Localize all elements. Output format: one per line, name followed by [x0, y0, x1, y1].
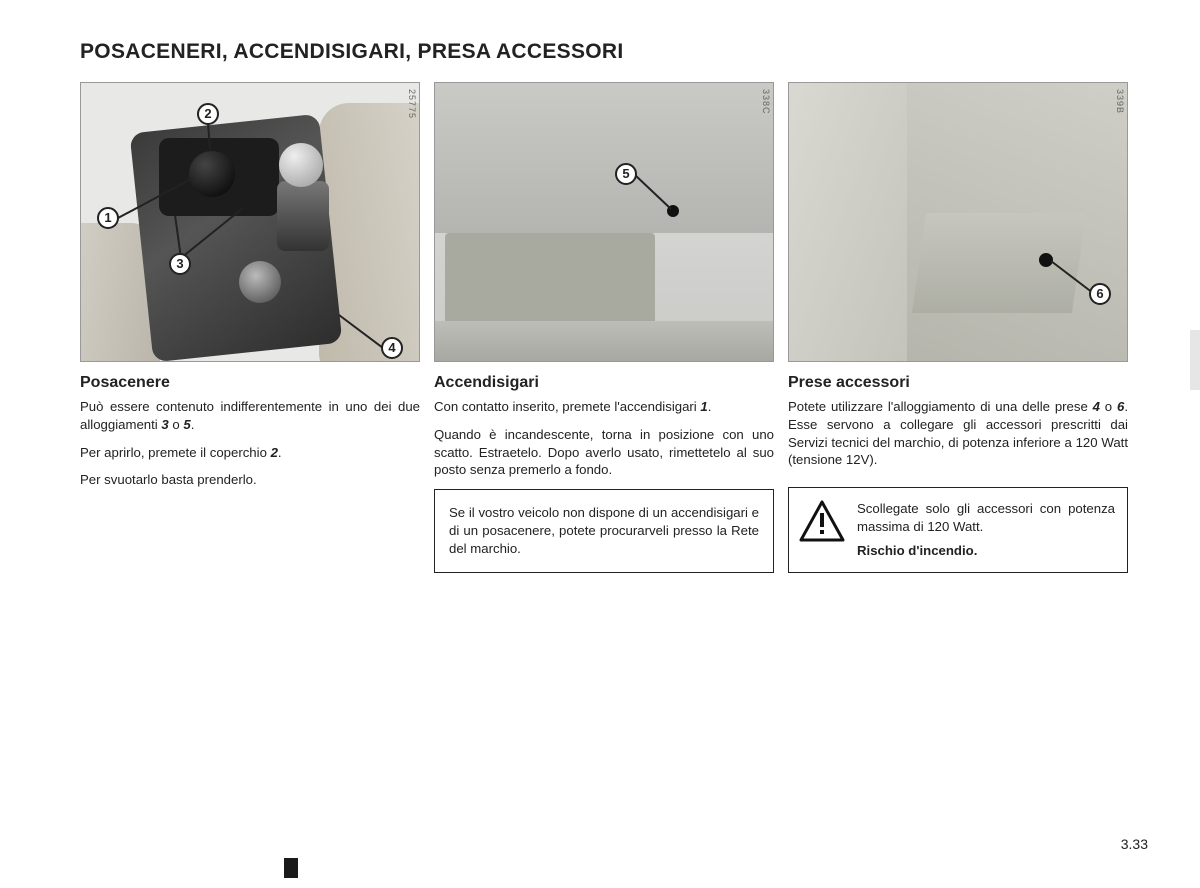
body-accendisigari: Con contatto inserito, premete l'accen­d… — [434, 398, 774, 573]
warning-box: Scollegate solo gli acces­sori con poten… — [788, 487, 1128, 572]
column-posacenere: 25775 1 2 3 4 Posacenere Può essere cont… — [80, 82, 420, 573]
footer-mark — [284, 858, 298, 878]
callout-3: 3 — [169, 253, 191, 275]
heading-prese: Prese accessori — [788, 374, 1128, 392]
note-box: Se il vostro veicolo non dispone di un a… — [434, 489, 774, 572]
callout-1: 1 — [97, 207, 119, 229]
column-accendisigari: 338C 5 Accendisigari Con contatto inseri… — [434, 82, 774, 573]
columns: 25775 1 2 3 4 Posacenere Può essere cont… — [80, 82, 1150, 573]
page-number: 3.33 — [1121, 836, 1148, 852]
page-title: POSACENERI, ACCENDISIGARI, PRESA ACCESSO… — [80, 40, 1150, 64]
figure-3: 339B 6 — [788, 82, 1128, 362]
figure-1: 25775 1 2 3 4 — [80, 82, 420, 362]
callout-5: 5 — [615, 163, 637, 185]
prese-p1: Potete utilizzare l'alloggiamento di una… — [788, 398, 1128, 469]
callout-4: 4 — [381, 337, 403, 359]
posacenere-p3: Per svuotarlo basta prenderlo. — [80, 471, 420, 489]
body-posacenere: Può essere contenuto indifferente­mente … — [80, 398, 420, 499]
body-prese: Potete utilizzare l'alloggiamento di una… — [788, 398, 1128, 573]
heading-posacenere: Posacenere — [80, 374, 420, 392]
warning-icon — [799, 500, 845, 547]
callout-2: 2 — [197, 103, 219, 125]
thumb-tab — [1190, 330, 1200, 390]
column-prese: 339B 6 Prese accessori Potete utilizzare… — [788, 82, 1128, 573]
heading-accendisigari: Accendisigari — [434, 374, 774, 392]
posacenere-p1: Può essere contenuto indifferente­mente … — [80, 398, 420, 434]
warning-text: Scollegate solo gli acces­sori con poten… — [857, 500, 1115, 559]
accendisigari-p2: Quando è incandescente, torna in posi­zi… — [434, 426, 774, 479]
figure-2: 338C 5 — [434, 82, 774, 362]
callout-6: 6 — [1089, 283, 1111, 305]
posacenere-p2: Per aprirlo, premete il coperchio 2. — [80, 444, 420, 462]
accendisigari-p1: Con contatto inserito, premete l'accen­d… — [434, 398, 774, 416]
